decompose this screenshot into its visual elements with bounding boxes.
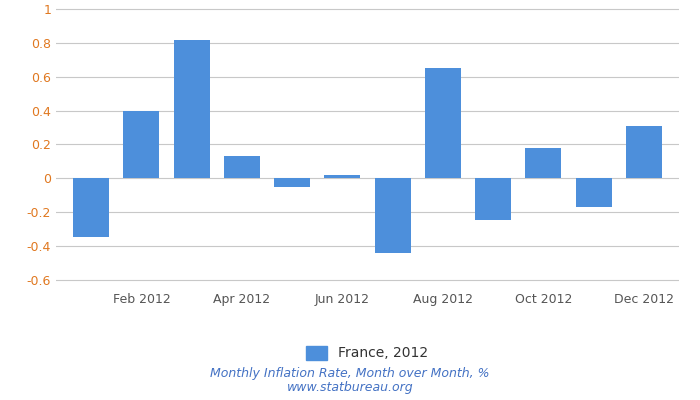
- Text: Monthly Inflation Rate, Month over Month, %: Monthly Inflation Rate, Month over Month…: [210, 367, 490, 380]
- Bar: [174, 40, 210, 178]
- Bar: [274, 178, 310, 187]
- Legend: France, 2012: France, 2012: [301, 340, 434, 366]
- Text: www.statbureau.org: www.statbureau.org: [287, 381, 413, 394]
- Bar: [626, 126, 662, 178]
- Bar: [425, 68, 461, 178]
- Bar: [224, 156, 260, 178]
- Bar: [374, 178, 411, 252]
- Bar: [475, 178, 511, 220]
- Bar: [575, 178, 612, 207]
- Bar: [525, 148, 561, 178]
- Bar: [73, 178, 109, 237]
- Bar: [324, 175, 360, 178]
- Bar: [123, 111, 160, 178]
